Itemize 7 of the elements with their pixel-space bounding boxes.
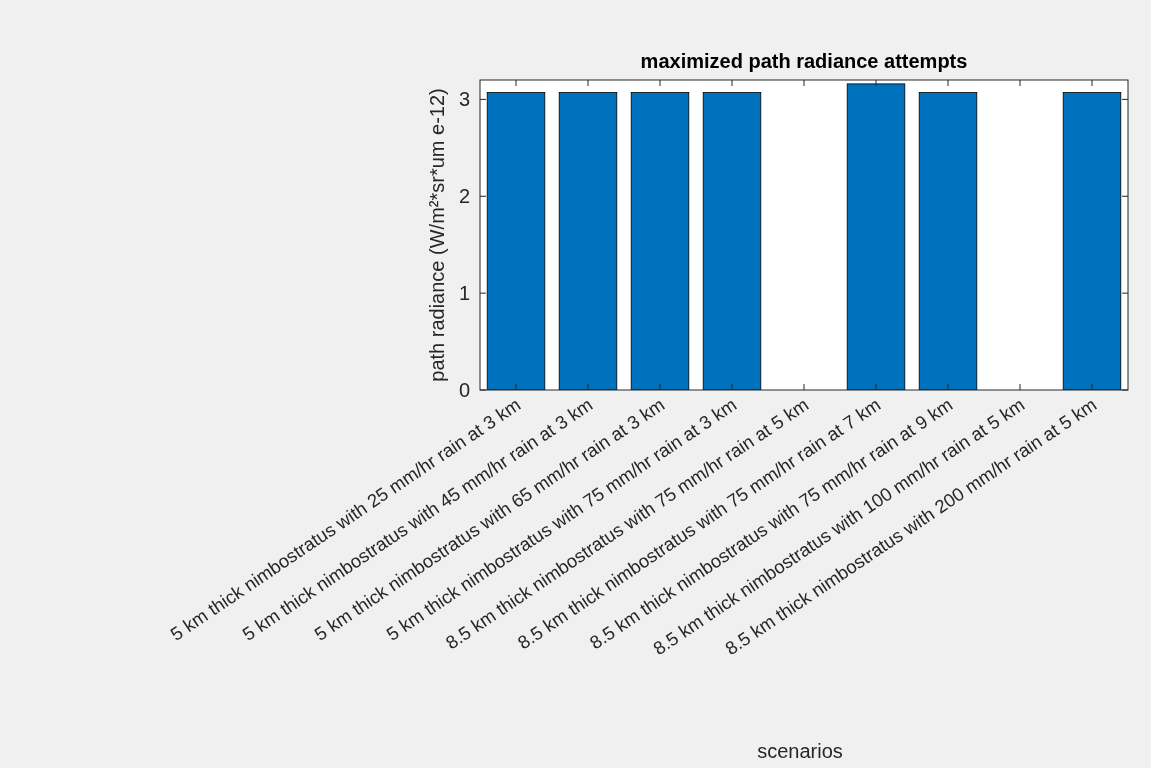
y-tick-label: 3: [458, 88, 470, 111]
y-axis-title: path radiance (W/m²*sr*um e-12): [426, 88, 448, 382]
y-tick-label: 1: [458, 282, 470, 305]
x-axis-title: scenarios: [757, 740, 843, 762]
chart-title: maximized path radiance attempts: [640, 50, 968, 72]
y-tick-label: 2: [458, 185, 470, 208]
y-tick-label: 0: [458, 379, 470, 401]
